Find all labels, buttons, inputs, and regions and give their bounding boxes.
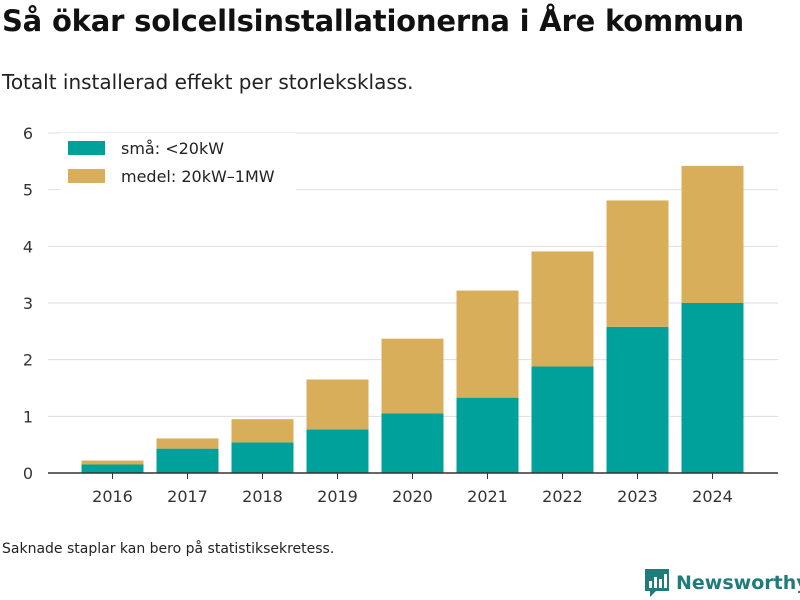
x-tick-label: 2018	[242, 487, 283, 506]
bar-segment-sma	[306, 429, 369, 473]
brand-name: Newsworthy	[676, 572, 800, 594]
legend-entry: små: <20kW	[121, 139, 224, 158]
legend-swatch	[68, 169, 105, 183]
bars	[81, 165, 744, 473]
y-tick-label: 2	[23, 351, 33, 370]
bar-segment-medel	[381, 338, 444, 414]
newsworthy-logo-icon	[645, 569, 669, 597]
x-tick-label: 2024	[692, 487, 733, 506]
y-tick-label: 1	[23, 407, 33, 426]
y-tick-label: 5	[23, 181, 33, 200]
bar-segment-sma	[606, 326, 669, 473]
x-tick-label: 2020	[392, 487, 433, 506]
bar-segment-medel	[681, 165, 744, 303]
bar-segment-sma	[381, 413, 444, 473]
legend-swatch	[68, 141, 105, 155]
y-tick-labels: 0 1 2 3 4 5 6	[23, 124, 33, 483]
x-tick-label: 2022	[542, 487, 583, 506]
bar-segment-medel	[306, 379, 369, 430]
bar-segment-medel	[606, 200, 669, 327]
y-tick-label: 4	[23, 237, 33, 256]
bar-segment-medel	[231, 419, 294, 443]
legend-entry: medel: 20kW–1MW	[121, 167, 275, 186]
x-tick-label: 2017	[167, 487, 208, 506]
x-tick-label: 2023	[617, 487, 658, 506]
footnote: Saknade staplar kan bero på statistiksek…	[2, 541, 335, 557]
x-tick-label: 2019	[317, 487, 358, 506]
bar-segment-sma	[156, 448, 219, 473]
legend: små: <20kW medel: 20kW–1MW	[60, 133, 296, 195]
bar-segment-sma	[81, 464, 144, 473]
y-tick-label: 6	[23, 124, 33, 143]
x-tick-label: 2016	[92, 487, 133, 506]
chart-subtitle: Totalt installerad effekt per storlekskl…	[2, 70, 414, 94]
brand-logo: Newsworthy	[644, 568, 800, 598]
y-tick-label: 0	[23, 464, 33, 483]
bar-segment-sma	[456, 397, 519, 473]
bar-segment-medel	[81, 460, 144, 465]
x-tick-label: 2021	[467, 487, 508, 506]
bar-segment-medel	[156, 438, 219, 449]
x-tick-labels: 2016 2017 2018 2019 2020 2021 2022 2023 2024	[92, 473, 733, 506]
bar-segment-sma	[531, 366, 594, 473]
bar-segment-sma	[231, 442, 294, 473]
chart-title: Så ökar solcellsinstallationerna i Åre k…	[2, 4, 744, 38]
bar-segment-medel	[531, 251, 594, 367]
bar-segment-sma	[681, 303, 744, 473]
bar-segment-medel	[456, 290, 519, 398]
y-tick-label: 3	[23, 294, 33, 313]
